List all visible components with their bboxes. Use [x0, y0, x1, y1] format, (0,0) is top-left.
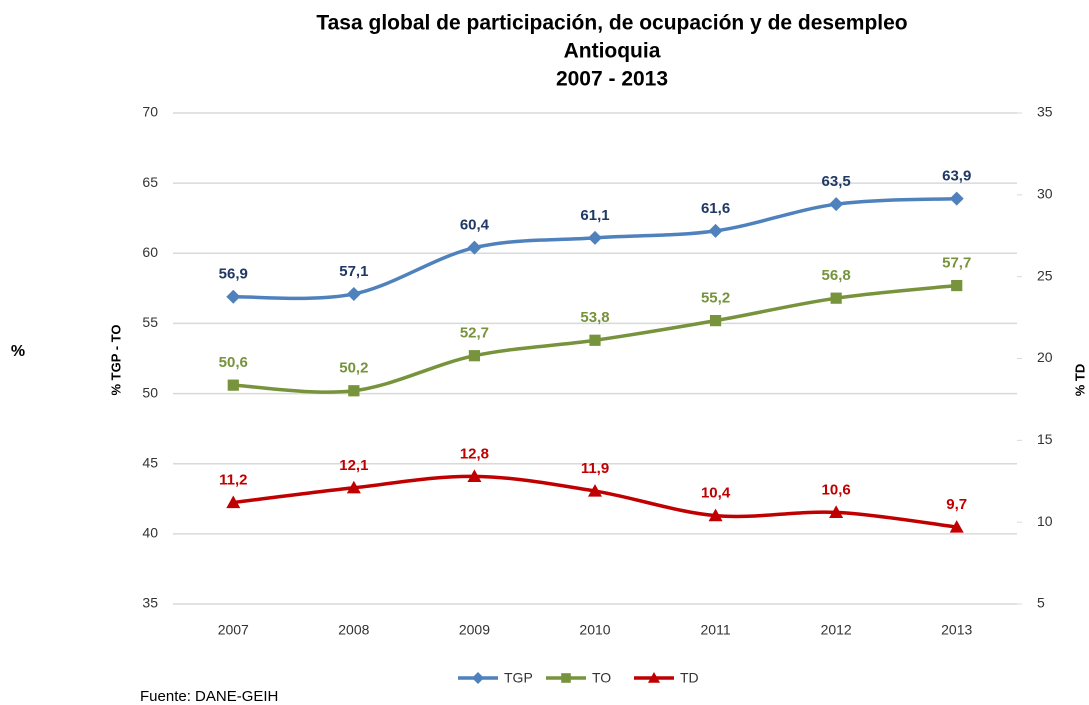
y-tick-label: 35 — [142, 595, 158, 611]
legend-label: TO — [592, 670, 611, 686]
data-label: 55,2 — [701, 290, 730, 307]
legend-label: TGP — [504, 670, 533, 686]
y2-tick-label: 25 — [1037, 267, 1053, 283]
marker — [830, 292, 842, 304]
y-tick-label: 60 — [142, 244, 158, 260]
data-label: 63,5 — [822, 173, 851, 190]
x-tick-label: 2012 — [821, 622, 852, 638]
data-label: 10,6 — [822, 481, 851, 498]
data-label: 11,2 — [219, 471, 247, 488]
marker — [949, 520, 964, 533]
data-label: 57,1 — [339, 263, 368, 280]
y-tick-label: 65 — [142, 174, 158, 190]
legend-label: TD — [680, 670, 699, 686]
marker — [226, 495, 241, 509]
y2-tick-label: 15 — [1037, 431, 1053, 447]
y2-tick-label: 35 — [1037, 104, 1053, 120]
marker — [467, 469, 482, 482]
y2-tick-label: 30 — [1037, 186, 1053, 202]
marker — [346, 286, 361, 301]
data-label: 12,8 — [460, 445, 489, 462]
data-label: 61,6 — [701, 200, 730, 217]
y2-tick-label: 5 — [1037, 595, 1045, 611]
marker — [589, 334, 601, 346]
x-tick-label: 2009 — [459, 622, 490, 638]
data-label: 56,8 — [822, 267, 851, 284]
y2-tick-label: 10 — [1037, 513, 1053, 529]
data-label: 9,7 — [946, 496, 967, 513]
data-label: 57,7 — [942, 255, 971, 272]
chart-subtitle: Antioquia — [564, 40, 661, 63]
marker — [588, 484, 602, 497]
y-tick-label: 50 — [142, 384, 158, 400]
marker — [708, 508, 723, 522]
x-tick-label: 2010 — [579, 622, 610, 638]
data-label: 56,9 — [219, 266, 248, 283]
data-label: 63,9 — [942, 168, 971, 185]
marker — [951, 279, 963, 292]
side-label: % — [11, 343, 25, 360]
data-label: 11,9 — [581, 460, 609, 477]
x-tick-label: 2008 — [338, 622, 369, 638]
marker — [829, 505, 844, 518]
source: Fuente: DANE-GEIH — [140, 688, 278, 705]
chart-period: 2007 - 2013 — [556, 68, 668, 91]
y-axis-label: % TGP - TO — [108, 324, 123, 395]
data-label: 10,4 — [701, 485, 731, 502]
data-label: 12,1 — [339, 457, 368, 474]
chart-title: Tasa global de participación, de ocupaci… — [316, 12, 907, 35]
marker — [468, 350, 481, 362]
data-label: 53,8 — [580, 309, 609, 326]
x-tick-label: 2011 — [701, 622, 731, 638]
y-tick-label: 40 — [142, 525, 158, 541]
marker — [949, 191, 964, 206]
legend-marker — [648, 672, 660, 683]
data-label: 52,7 — [460, 325, 489, 342]
marker — [348, 385, 360, 397]
marker — [227, 379, 239, 391]
x-tick-label: 2007 — [218, 622, 249, 638]
marker — [588, 230, 602, 245]
data-label: 61,1 — [580, 207, 609, 224]
legend-marker — [472, 672, 484, 684]
legend-marker — [561, 673, 571, 683]
y2-axis-label: % TD — [1072, 364, 1087, 397]
data-label: 50,2 — [339, 360, 368, 377]
y-tick-label: 70 — [142, 104, 158, 120]
marker — [226, 289, 241, 304]
y-tick-label: 55 — [142, 314, 158, 330]
y2-tick-label: 20 — [1037, 349, 1053, 365]
marker — [346, 480, 361, 494]
marker — [708, 223, 723, 238]
x-tick-label: 2013 — [941, 622, 972, 638]
marker — [709, 315, 722, 327]
data-label: 50,6 — [219, 354, 248, 371]
data-label: 60,4 — [460, 217, 490, 234]
marker — [467, 240, 482, 255]
y-tick-label: 45 — [142, 454, 158, 470]
marker — [829, 197, 844, 212]
